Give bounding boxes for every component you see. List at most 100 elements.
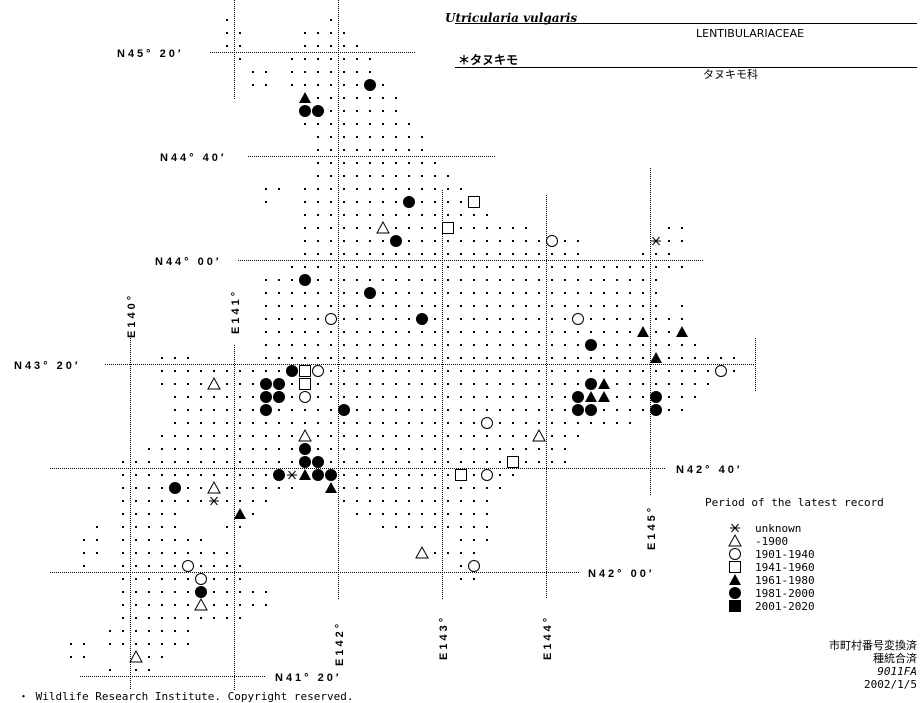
grid-dot	[642, 292, 644, 294]
grid-dot	[291, 318, 293, 320]
grid-dot	[577, 292, 579, 294]
grid-dot	[265, 591, 267, 593]
grid-dot	[96, 526, 98, 528]
record-marker-filled-circle	[299, 105, 311, 117]
record-marker-open-circle	[195, 573, 207, 585]
grid-dot	[356, 370, 358, 372]
grid-dot	[200, 383, 202, 385]
grid-dot	[382, 305, 384, 307]
grid-dot	[278, 344, 280, 346]
grid-dot	[564, 383, 566, 385]
grid-dot	[421, 422, 423, 424]
grid-dot	[109, 630, 111, 632]
grid-dot	[681, 344, 683, 346]
record-marker-open-circle	[312, 365, 324, 377]
grid-dot	[434, 162, 436, 164]
grid-dot	[369, 500, 371, 502]
grid-dot	[551, 344, 553, 346]
grid-dot	[369, 279, 371, 281]
grid-dot	[187, 591, 189, 593]
grid-dot	[408, 344, 410, 346]
grid-dot	[642, 344, 644, 346]
grid-dot	[356, 201, 358, 203]
grid-dot	[629, 383, 631, 385]
record-marker-open-circle	[572, 313, 584, 325]
record-marker-filled-circle	[572, 391, 584, 403]
grid-dot	[395, 383, 397, 385]
grid-dot	[148, 461, 150, 463]
notes: 市町村番号変換済 種統合済 9011FA 2002/1/5	[829, 638, 917, 691]
grid-dot	[174, 357, 176, 359]
grid-dot	[525, 292, 527, 294]
grid-dot	[161, 565, 163, 567]
record-marker-filled-circle	[286, 365, 298, 377]
grid-dot	[421, 227, 423, 229]
grid-dot	[187, 630, 189, 632]
grid-dot	[356, 500, 358, 502]
grid-dot	[369, 97, 371, 99]
grid-dot	[720, 357, 722, 359]
grid-dot	[434, 331, 436, 333]
grid-dot	[330, 45, 332, 47]
record-marker-filled-triangle	[637, 326, 649, 337]
legend-filled-triangle-icon	[729, 574, 741, 585]
grid-dot	[473, 409, 475, 411]
record-marker-asterisk	[209, 496, 219, 506]
record-marker-filled-circle	[338, 404, 350, 416]
grid-dot	[304, 188, 306, 190]
grid-dot	[525, 448, 527, 450]
grid-dot	[434, 396, 436, 398]
grid-dot	[304, 409, 306, 411]
record-marker-open-circle	[468, 560, 480, 572]
grid-dot	[447, 552, 449, 554]
grid-dot	[369, 162, 371, 164]
grid-dot	[291, 266, 293, 268]
grid-dot	[434, 435, 436, 437]
grid-dot	[161, 617, 163, 619]
grid-dot	[187, 643, 189, 645]
record-marker-open-circle	[546, 235, 558, 247]
grid-dot	[642, 253, 644, 255]
record-marker-open-triangle	[194, 597, 208, 611]
grid-dot	[447, 396, 449, 398]
grid-dot	[447, 253, 449, 255]
grid-dot	[408, 292, 410, 294]
grid-dot	[577, 253, 579, 255]
record-marker-filled-circle	[364, 79, 376, 91]
copyright: ・ Wildlife Research Institute. Copyright…	[18, 690, 354, 703]
record-marker-filled-circle	[416, 313, 428, 325]
grid-dot	[460, 565, 462, 567]
grid-dot	[408, 318, 410, 320]
grid-dot	[122, 630, 124, 632]
record-marker-filled-circle	[585, 404, 597, 416]
grid-dot	[317, 344, 319, 346]
grid-dot	[486, 487, 488, 489]
grid-dot	[174, 435, 176, 437]
graticule	[50, 0, 756, 690]
grid-dot	[447, 422, 449, 424]
grid-dot	[122, 617, 124, 619]
grid-dot	[395, 487, 397, 489]
grid-dot	[148, 448, 150, 450]
grid-dot	[486, 383, 488, 385]
grid-dot	[239, 591, 241, 593]
grid-dot	[161, 357, 163, 359]
grid-dot	[330, 422, 332, 424]
grid-dot	[421, 136, 423, 138]
grid-dot	[447, 383, 449, 385]
grid-dot	[395, 292, 397, 294]
grid-dot	[265, 279, 267, 281]
record-marker-open-triangle	[376, 220, 390, 234]
grid-dot	[434, 292, 436, 294]
grid-dot	[226, 578, 228, 580]
grid-dot	[564, 435, 566, 437]
grid-dot	[512, 279, 514, 281]
grid-dot	[473, 279, 475, 281]
grid-dot	[122, 461, 124, 463]
record-marker-filled-circle	[390, 235, 402, 247]
grid-dot	[187, 461, 189, 463]
grid-dot	[668, 370, 670, 372]
grid-dot	[525, 253, 527, 255]
grid-dot	[239, 487, 241, 489]
grid-dot	[252, 461, 254, 463]
